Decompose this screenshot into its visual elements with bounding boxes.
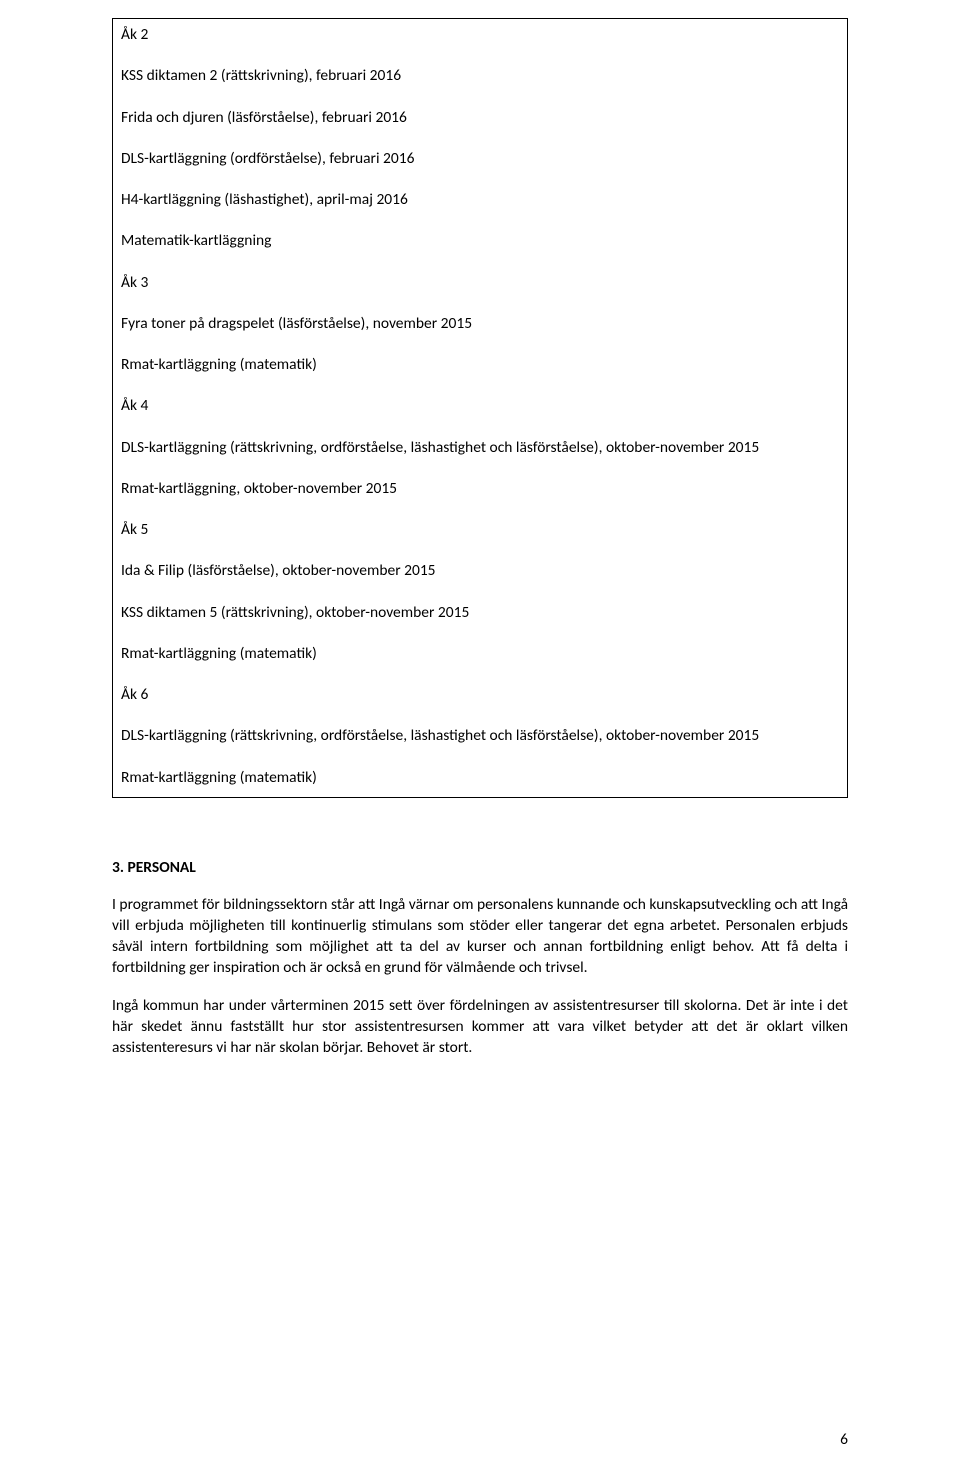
section-3-heading: 3. PERSONAL bbox=[112, 858, 848, 877]
section-3-body: I programmet för bildningssektorn står a… bbox=[112, 895, 848, 1059]
page-number: 6 bbox=[840, 1430, 848, 1449]
section-3-paragraph-2: Ingå kommun har under vårterminen 2015 s… bbox=[112, 996, 848, 1059]
ak2-line-1: KSS diktamen 2 (rättskrivning), februari… bbox=[121, 64, 839, 87]
ak2-line-3: DLS-kartläggning (ordförståelse), februa… bbox=[121, 147, 839, 170]
ak6-line-2: Rmat-kartläggning (matematik) bbox=[121, 766, 839, 789]
curriculum-table-box: Åk 2 KSS diktamen 2 (rättskrivning), feb… bbox=[112, 18, 848, 798]
grade-label-ak3: Åk 3 bbox=[121, 271, 839, 294]
ak5-line-1: Ida & Filip (läsförståelse), oktober-nov… bbox=[121, 559, 839, 582]
ak2-line-4: H4-kartläggning (läshastighet), april-ma… bbox=[121, 188, 839, 211]
ak4-line-2: Rmat-kartläggning, oktober-november 2015 bbox=[121, 477, 839, 500]
grade-label-ak6: Åk 6 bbox=[121, 683, 839, 706]
ak3-line-2: Rmat-kartläggning (matematik) bbox=[121, 353, 839, 376]
ak2-line-5: Matematik-kartläggning bbox=[121, 229, 839, 252]
section-3-paragraph-1: I programmet för bildningssektorn står a… bbox=[112, 895, 848, 979]
document-page: Åk 2 KSS diktamen 2 (rättskrivning), feb… bbox=[0, 0, 960, 1479]
ak5-line-2: KSS diktamen 5 (rättskrivning), oktober-… bbox=[121, 601, 839, 624]
ak6-line-1: DLS-kartläggning (rättskrivning, ordförs… bbox=[121, 724, 839, 747]
grade-label-ak2: Åk 2 bbox=[121, 23, 839, 46]
ak2-line-2: Frida och djuren (läsförståelse), februa… bbox=[121, 106, 839, 129]
ak5-line-3: Rmat-kartläggning (matematik) bbox=[121, 642, 839, 665]
ak4-line-1: DLS-kartläggning (rättskrivning, ordförs… bbox=[121, 436, 839, 459]
grade-label-ak5: Åk 5 bbox=[121, 518, 839, 541]
grade-label-ak4: Åk 4 bbox=[121, 394, 839, 417]
ak3-line-1: Fyra toner på dragspelet (läsförståelse)… bbox=[121, 312, 839, 335]
